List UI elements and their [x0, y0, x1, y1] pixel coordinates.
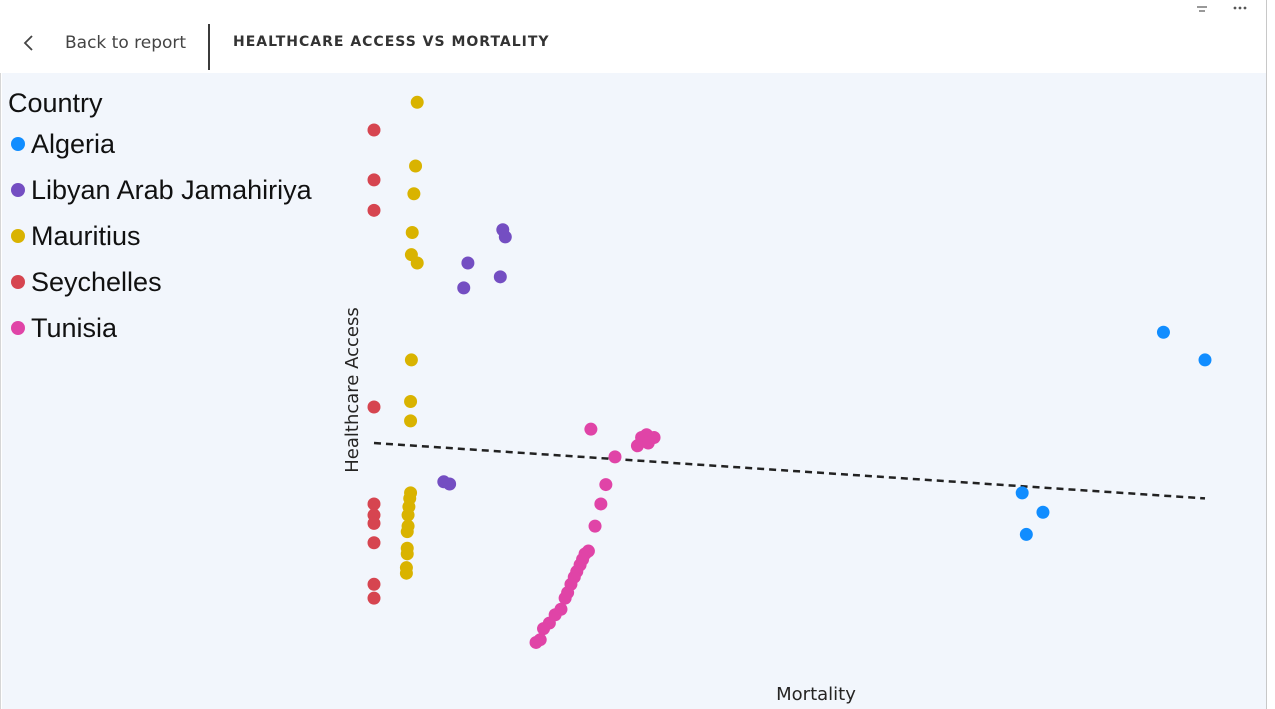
- legend-label: Libyan Arab Jamahiriya: [31, 174, 312, 205]
- legend-item-libyan-arab-jamahiriya[interactable]: Libyan Arab Jamahiriya: [8, 167, 312, 213]
- visual-header-icons: [1194, 0, 1248, 12]
- filter-icon[interactable]: [1194, 0, 1210, 12]
- chart-canvas: [2, 73, 1266, 709]
- legend-marker: [11, 183, 25, 197]
- header-divider: [208, 24, 210, 70]
- legend-marker: [11, 229, 25, 243]
- legend-item-tunisia[interactable]: Tunisia: [8, 305, 312, 351]
- legend-marker: [11, 275, 25, 289]
- legend-label: Seychelles: [31, 266, 162, 297]
- back-to-report-label: Back to report: [65, 33, 187, 53]
- legend-label: Mauritius: [31, 220, 141, 251]
- legend: Country Algeria Libyan Arab Jamahiriya M…: [8, 85, 312, 351]
- legend-marker: [11, 137, 25, 151]
- legend-item-seychelles[interactable]: Seychelles: [8, 259, 312, 305]
- more-options-icon[interactable]: [1232, 0, 1248, 10]
- legend-item-algeria[interactable]: Algeria: [8, 121, 312, 167]
- focus-mode-header: Back to report HEALTHCARE ACCESS VS MORT…: [0, 0, 1266, 73]
- legend-marker: [11, 321, 25, 335]
- chevron-left-icon: [22, 28, 46, 58]
- legend-title: Country: [8, 88, 103, 118]
- legend-label: Algeria: [31, 128, 116, 159]
- visual-title: HEALTHCARE ACCESS VS MORTALITY: [233, 34, 550, 50]
- legend-item-mauritius[interactable]: Mauritius: [8, 213, 312, 259]
- back-to-report-button[interactable]: Back to report: [22, 28, 186, 58]
- legend-label: Tunisia: [31, 312, 118, 343]
